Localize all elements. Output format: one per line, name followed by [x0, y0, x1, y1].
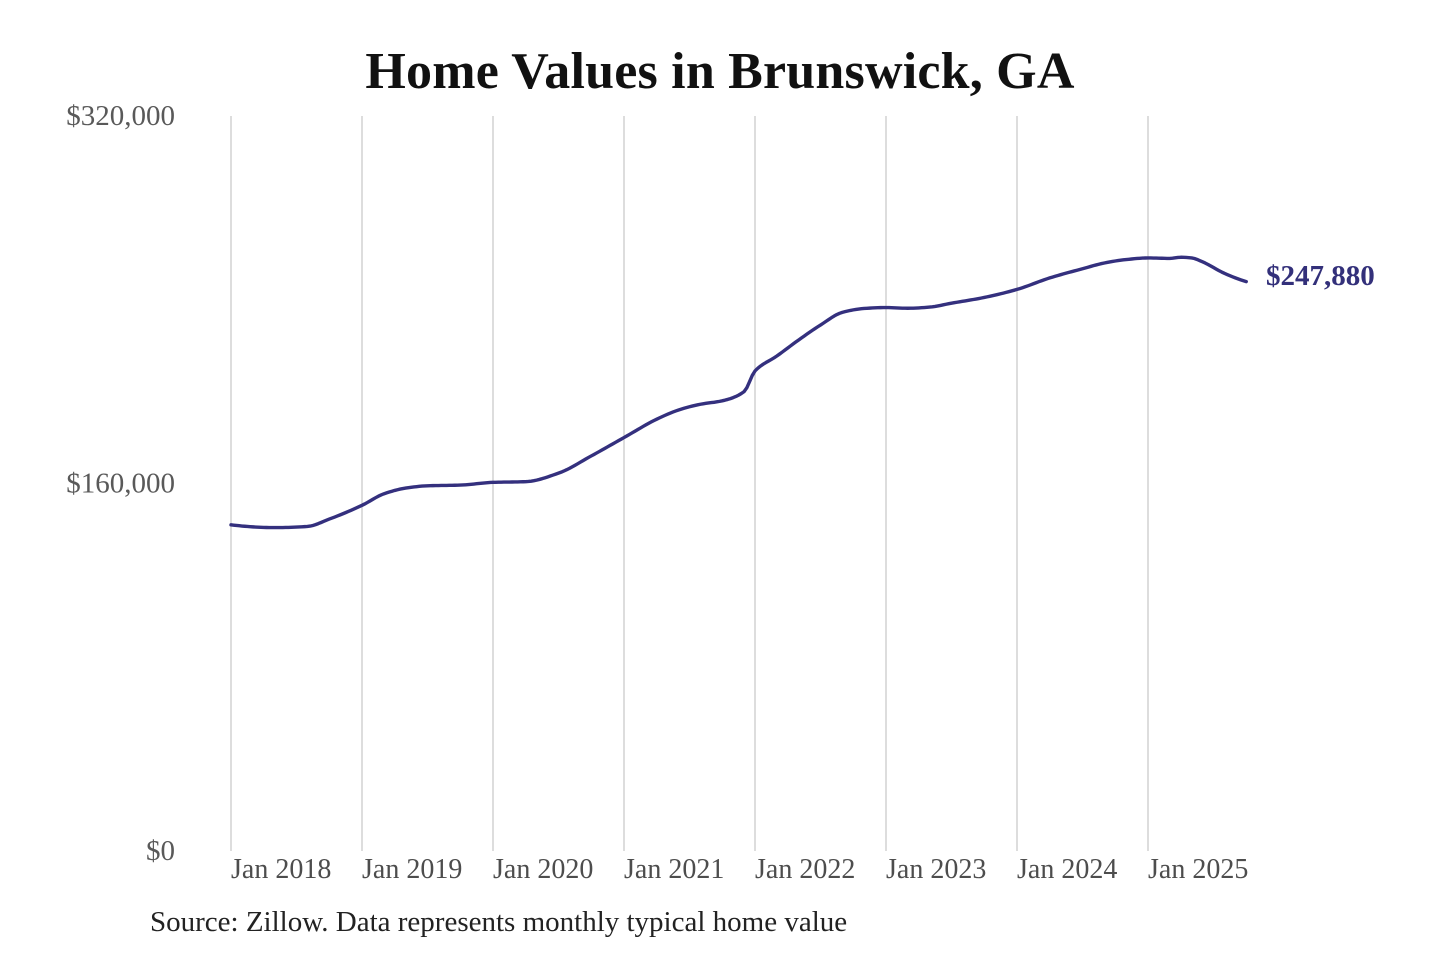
svg-text:Jan 2020: Jan 2020 [493, 854, 593, 885]
svg-text:$0: $0 [146, 835, 175, 867]
svg-text:Jan 2018: Jan 2018 [231, 854, 331, 885]
svg-text:Jan 2021: Jan 2021 [624, 854, 724, 885]
svg-text:Jan 2023: Jan 2023 [886, 854, 986, 885]
svg-text:Jan 2019: Jan 2019 [362, 854, 462, 885]
svg-text:Jan 2024: Jan 2024 [1017, 854, 1117, 885]
svg-text:$247,880: $247,880 [1266, 260, 1375, 292]
svg-text:$320,000: $320,000 [66, 100, 175, 132]
svg-text:Jan 2025: Jan 2025 [1148, 854, 1248, 885]
svg-text:$160,000: $160,000 [66, 468, 175, 500]
svg-text:Jan 2022: Jan 2022 [755, 854, 855, 885]
